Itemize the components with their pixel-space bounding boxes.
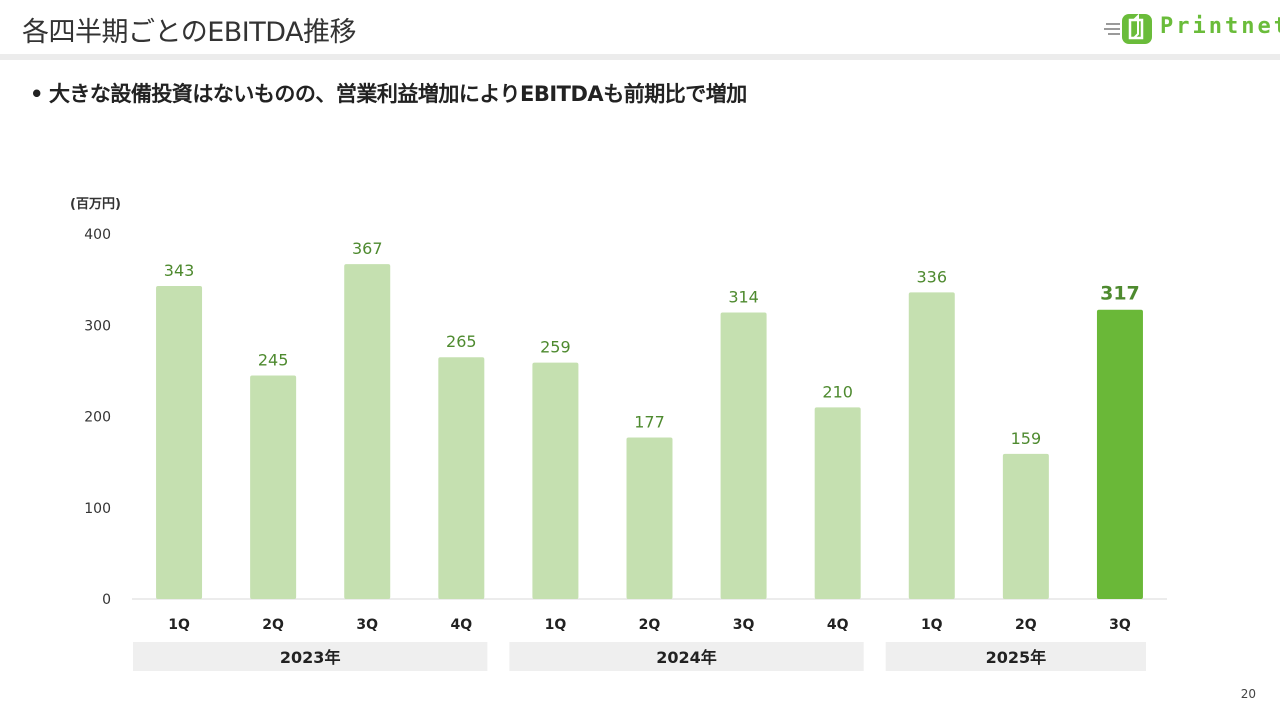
y-tick-label: 400 <box>84 227 111 243</box>
x-tick-label: 2Q <box>262 617 284 633</box>
header-bar: 各四半期ごとのEBITDA推移 Printnet <box>0 0 1280 60</box>
data-label: 245 <box>258 350 289 369</box>
x-tick-label: 1Q <box>545 617 567 633</box>
x-tick-label: 4Q <box>827 617 849 633</box>
year-group-label: 2023年 <box>280 648 341 667</box>
y-tick-label: 100 <box>84 501 111 517</box>
data-label: 177 <box>634 412 665 431</box>
bar <box>814 407 861 599</box>
data-label: 336 <box>916 267 947 286</box>
logo-text: Printnet <box>1160 14 1280 39</box>
x-tick-label: 1Q <box>921 617 943 633</box>
subtitle: • 大きな設備投資はないものの、営業利益増加によりEBITDAも前期比で増加 <box>30 82 747 106</box>
bar <box>908 292 955 599</box>
y-tick-label: 200 <box>84 410 111 426</box>
unit-label: (百万円) <box>70 197 121 212</box>
page-title: 各四半期ごとのEBITDA推移 <box>22 17 357 48</box>
bar <box>626 437 673 599</box>
data-label: 265 <box>446 332 477 351</box>
x-tick-label: 3Q <box>1109 617 1131 633</box>
year-group-label: 2025年 <box>986 648 1047 667</box>
bar <box>250 375 297 599</box>
bar <box>344 264 391 599</box>
ebitda-bar-chart: (百万円) 0 100 200 300 400 343 1Q 245 2Q 367 3Q 265 4Q 25… <box>70 197 1167 671</box>
bar <box>532 362 579 599</box>
page-number: 20 <box>1240 687 1256 701</box>
printnet-logo-icon <box>1104 13 1152 44</box>
data-label: 314 <box>728 287 759 306</box>
bar <box>1096 309 1143 599</box>
data-label: 210 <box>822 382 853 401</box>
year-group-band <box>509 642 864 671</box>
data-label: 317 <box>1100 283 1140 305</box>
printnet-logo: Printnet <box>1104 10 1280 48</box>
x-tick-label: 3Q <box>356 617 378 633</box>
x-tick-label: 3Q <box>733 617 755 633</box>
year-group-label: 2024年 <box>656 648 717 667</box>
year-group-band <box>133 642 488 671</box>
bar <box>720 312 767 599</box>
y-tick-label: 0 <box>102 592 111 608</box>
bar <box>156 286 203 599</box>
bar <box>438 357 485 599</box>
x-tick-label: 2Q <box>1015 617 1037 633</box>
data-label: 343 <box>164 261 195 280</box>
x-tick-label: 4Q <box>450 617 472 633</box>
subtitle-text: 大きな設備投資はないものの、営業利益増加によりEBITDAも前期比で増加 <box>48 82 747 106</box>
data-label: 159 <box>1011 429 1042 448</box>
y-tick-label: 300 <box>84 318 111 334</box>
x-tick-label: 1Q <box>168 617 190 633</box>
data-label: 367 <box>352 239 383 258</box>
data-label: 259 <box>540 338 571 357</box>
x-tick-label: 2Q <box>639 617 661 633</box>
year-group-band <box>885 642 1146 671</box>
bar <box>1002 453 1049 599</box>
